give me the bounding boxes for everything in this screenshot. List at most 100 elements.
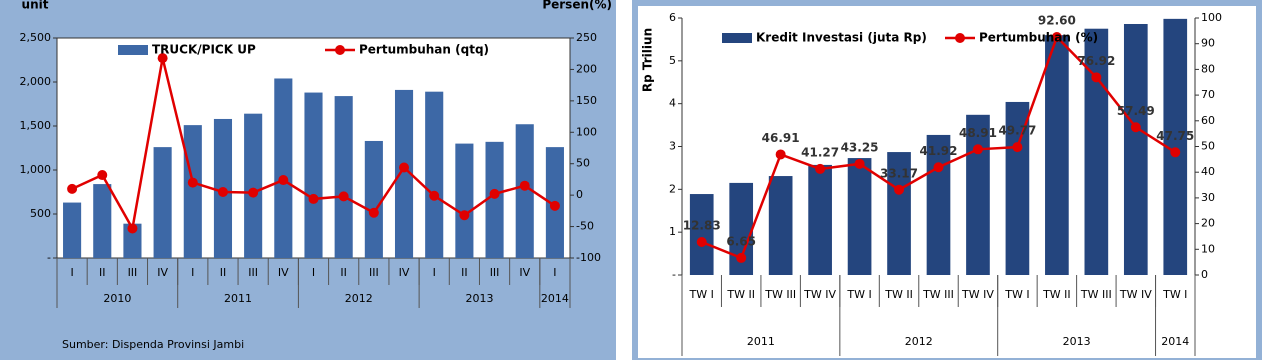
bar [394,89,414,258]
marker [1012,142,1023,153]
marker [489,188,500,199]
value-label: 92.60 [1038,14,1076,28]
x-tick-label: II [99,266,106,279]
bar [304,92,323,258]
bar [334,96,353,258]
bar [244,113,263,259]
marker [549,200,560,211]
x-group-label: 2011 [224,292,252,305]
x-tick-label: II [220,266,227,279]
value-label: 12.83 [683,219,721,233]
marker [399,162,410,173]
x-tick-label: IV [399,266,410,279]
value-label: 43.25 [841,140,879,154]
marker [278,175,289,186]
legend-swatch [722,33,752,43]
marker [127,223,138,234]
bar [364,140,383,258]
bar [1005,101,1030,275]
marker [1130,122,1141,133]
bar [1163,18,1188,276]
x-tick-label: II [461,266,468,279]
value-label: 76.92 [1077,54,1115,68]
bar [425,91,444,259]
y2-tick-label: 10 [1201,242,1215,255]
x-group-label: 2012 [345,292,373,305]
marker [67,183,78,194]
bar [93,184,112,258]
bar [887,152,911,275]
marker [187,177,198,188]
marker [1091,72,1102,83]
value-label: 48.91 [959,126,997,140]
x-tick-label: I [553,266,556,279]
x-tick-label: IV [278,266,289,279]
value-label: 57.49 [1117,104,1155,118]
x-tick-label: TW II [1042,288,1071,301]
y2-tick-label: 0 [576,188,583,201]
x-tick-label: IV [157,266,168,279]
x-tick-label: TW I [689,288,714,301]
x-tick-label: TW I [1162,288,1187,301]
x-tick-label: III [490,266,500,279]
x-tick-label: TW IV [803,288,836,301]
marker [97,170,108,181]
y2-tick-label: 50 [1201,140,1215,153]
marker [894,184,905,195]
x-tick-label: TW I [846,288,871,301]
bar [1045,35,1069,276]
bar [485,141,504,258]
y-tick-label: 500 [30,207,51,220]
bar [183,125,202,259]
legend-label: TRUCK/PICK UP [152,43,256,57]
legend-swatch [335,45,345,55]
value-label: 33.17 [880,166,918,180]
y-tick-label: - [672,268,676,281]
marker [933,162,944,173]
y2-tick-label: -100 [576,251,601,264]
source-note: Sumber: Dispenda Provinsi Jambi [62,338,244,351]
y-tick-label: 2,000 [20,75,52,88]
value-label: 6.65 [726,234,756,248]
x-tick-label: TW III [1080,288,1112,301]
bar [1123,23,1148,275]
y2-tick-label: 80 [1201,62,1215,75]
y2-tick-label: 70 [1201,88,1215,101]
y2-tick-label: 30 [1201,191,1215,204]
value-label: 49.77 [998,124,1036,138]
y2-tick-label: 60 [1201,114,1215,127]
y2-axis-title: Persen(%) [542,0,612,12]
x-group-label: 2010 [103,292,131,305]
x-tick-label: TW III [764,288,796,301]
x-tick-label: II [340,266,347,279]
y-tick-label: 1,500 [20,119,52,132]
y2-tick-label: 0 [1201,268,1208,281]
y-tick-label: 5 [669,54,676,67]
marker [157,53,168,64]
y-tick-label: 1,000 [20,163,52,176]
y-axis-title: unit [22,0,49,12]
bar [455,143,474,258]
marker [736,252,747,263]
marker [972,144,983,155]
x-group-label: 2014 [541,292,569,305]
x-group-label: 2012 [905,335,933,348]
marker [775,149,786,160]
x-group-label: 2013 [465,292,493,305]
bar [729,182,754,275]
bar [808,164,832,275]
y2-tick-label: 200 [576,62,597,75]
y-axis-title: Rp Triliun [641,28,655,92]
legend-swatch [118,45,148,55]
y-tick-label: - [47,251,51,264]
x-tick-label: IV [519,266,530,279]
marker [459,210,470,221]
x-tick-label: TW I [1004,288,1029,301]
marker [217,187,228,197]
x-tick-label: III [128,266,138,279]
x-group-label: 2014 [1161,335,1189,348]
bar [689,194,714,275]
marker [854,158,865,169]
x-tick-label: TW IV [961,288,994,301]
